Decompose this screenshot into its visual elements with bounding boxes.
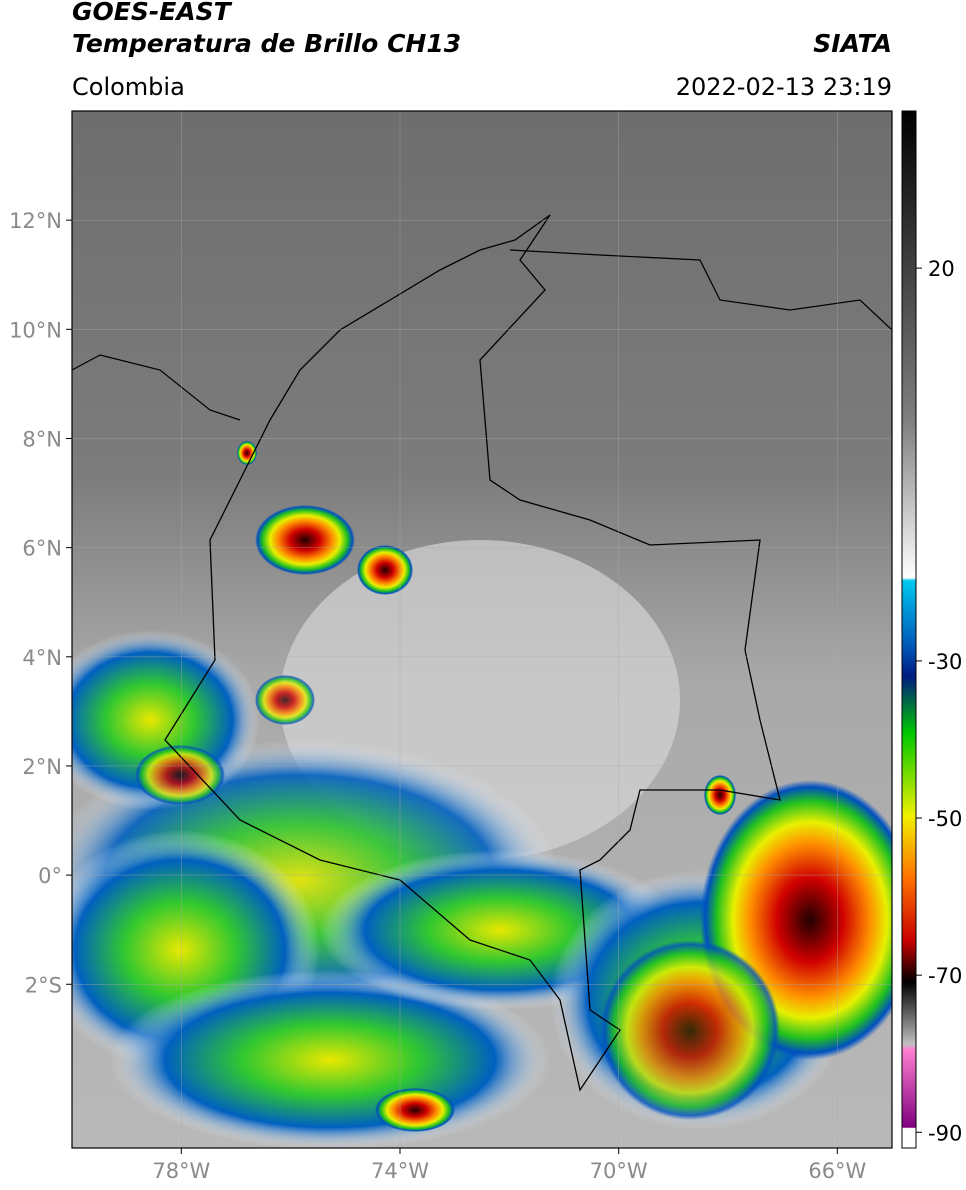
colorbar [901,110,917,1149]
colorbar-tick-label: -30 [928,650,962,674]
map-frame [71,110,893,1149]
y-tick-label: 0° [38,864,62,888]
map-image [72,111,892,1148]
title: Temperatura de Brillo CH13 [72,29,461,58]
y-tick-label: 8°N [22,427,62,451]
x-tick-label: 78°W [152,1159,210,1183]
y-tick-label: 6°N [22,537,62,561]
grid [72,111,892,1148]
x-tick-label: 66°W [808,1159,866,1183]
y-tick-label: 2°N [22,755,62,779]
datetime: 2022-02-13 23:19 [676,73,892,101]
colorbar-tick-label: -50 [928,807,962,831]
y-tick-label: 2°S [25,973,62,997]
x-tick-label: 70°W [590,1159,648,1183]
title: GOES-EAST [72,0,233,26]
colorbar-tick-label: 20 [928,257,955,281]
source: SIATA [813,29,892,58]
y-tick-label: 4°N [22,646,62,670]
region: Colombia [72,73,185,101]
colorbar-tick-label: -70 [928,964,962,988]
x-tick-label: 74°W [371,1159,429,1183]
colorbar-tick-label: -90 [928,1121,962,1145]
y-tick-label: 12°N [9,209,62,233]
y-tick-label: 10°N [9,318,62,342]
